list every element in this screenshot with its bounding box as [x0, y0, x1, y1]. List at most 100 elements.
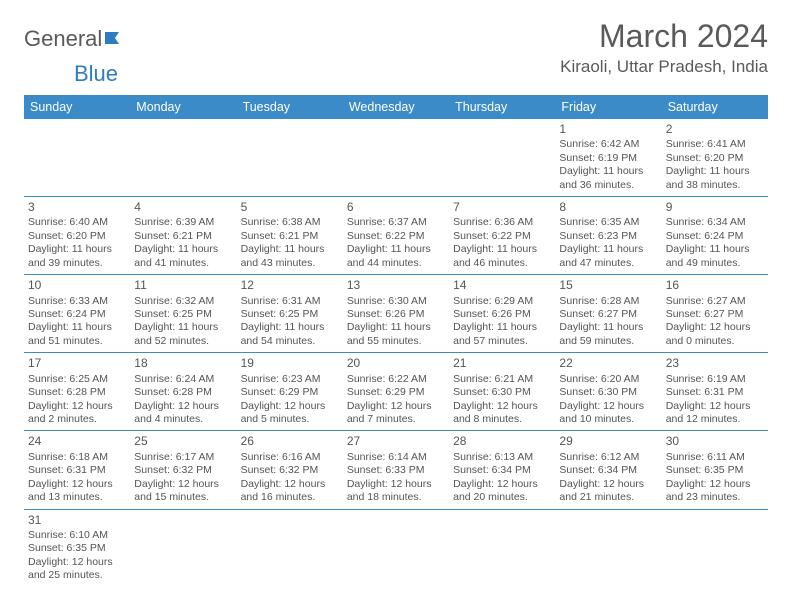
sunset-line: Sunset: 6:34 PM	[559, 464, 657, 477]
flag-icon	[105, 26, 127, 52]
calendar-cell: 10Sunrise: 6:33 AMSunset: 6:24 PMDayligh…	[24, 275, 130, 353]
sunrise-line: Sunrise: 6:31 AM	[241, 295, 339, 308]
daylight-line: Daylight: 12 hours and 18 minutes.	[347, 478, 445, 505]
sunset-line: Sunset: 6:26 PM	[453, 308, 551, 321]
sunrise-line: Sunrise: 6:24 AM	[134, 373, 232, 386]
calendar-cell: 4Sunrise: 6:39 AMSunset: 6:21 PMDaylight…	[130, 197, 236, 275]
dow-4: Thursday	[449, 95, 555, 119]
dow-3: Wednesday	[343, 95, 449, 119]
calendar-cell: 8Sunrise: 6:35 AMSunset: 6:23 PMDaylight…	[555, 197, 661, 275]
calendar-row: 24Sunrise: 6:18 AMSunset: 6:31 PMDayligh…	[24, 431, 768, 509]
calendar-cell: 20Sunrise: 6:22 AMSunset: 6:29 PMDayligh…	[343, 353, 449, 431]
daylight-line: Daylight: 11 hours and 39 minutes.	[28, 243, 126, 270]
sunrise-line: Sunrise: 6:40 AM	[28, 216, 126, 229]
sunset-line: Sunset: 6:19 PM	[559, 152, 657, 165]
sunset-line: Sunset: 6:24 PM	[666, 230, 764, 243]
sunset-line: Sunset: 6:28 PM	[134, 386, 232, 399]
daylight-line: Daylight: 12 hours and 12 minutes.	[666, 400, 764, 427]
day-number: 22	[559, 356, 657, 371]
sunset-line: Sunset: 6:30 PM	[559, 386, 657, 399]
sunrise-line: Sunrise: 6:38 AM	[241, 216, 339, 229]
sunset-line: Sunset: 6:28 PM	[28, 386, 126, 399]
day-number: 15	[559, 278, 657, 293]
calendar-cell	[237, 119, 343, 197]
calendar-cell: 9Sunrise: 6:34 AMSunset: 6:24 PMDaylight…	[662, 197, 768, 275]
day-number: 28	[453, 434, 551, 449]
sunset-line: Sunset: 6:23 PM	[559, 230, 657, 243]
sunset-line: Sunset: 6:22 PM	[347, 230, 445, 243]
logo: General	[24, 18, 127, 52]
calendar-cell: 1Sunrise: 6:42 AMSunset: 6:19 PMDaylight…	[555, 119, 661, 197]
calendar-cell	[449, 119, 555, 197]
day-number: 31	[28, 513, 126, 528]
daylight-line: Daylight: 12 hours and 25 minutes.	[28, 556, 126, 583]
sunrise-line: Sunrise: 6:39 AM	[134, 216, 232, 229]
calendar-cell: 3Sunrise: 6:40 AMSunset: 6:20 PMDaylight…	[24, 197, 130, 275]
day-number: 9	[666, 200, 764, 215]
sunrise-line: Sunrise: 6:23 AM	[241, 373, 339, 386]
calendar-cell: 29Sunrise: 6:12 AMSunset: 6:34 PMDayligh…	[555, 431, 661, 509]
calendar-cell: 21Sunrise: 6:21 AMSunset: 6:30 PMDayligh…	[449, 353, 555, 431]
dow-2: Tuesday	[237, 95, 343, 119]
day-number: 17	[28, 356, 126, 371]
day-number: 20	[347, 356, 445, 371]
location: Kiraoli, Uttar Pradesh, India	[560, 57, 768, 77]
calendar-cell: 25Sunrise: 6:17 AMSunset: 6:32 PMDayligh…	[130, 431, 236, 509]
daylight-line: Daylight: 11 hours and 38 minutes.	[666, 165, 764, 192]
dow-5: Friday	[555, 95, 661, 119]
calendar-cell: 24Sunrise: 6:18 AMSunset: 6:31 PMDayligh…	[24, 431, 130, 509]
sunrise-line: Sunrise: 6:25 AM	[28, 373, 126, 386]
day-number: 13	[347, 278, 445, 293]
sunrise-line: Sunrise: 6:12 AM	[559, 451, 657, 464]
calendar-row: 31Sunrise: 6:10 AMSunset: 6:35 PMDayligh…	[24, 509, 768, 587]
calendar-cell	[555, 509, 661, 587]
day-number: 27	[347, 434, 445, 449]
daylight-line: Daylight: 12 hours and 21 minutes.	[559, 478, 657, 505]
calendar-row: 3Sunrise: 6:40 AMSunset: 6:20 PMDaylight…	[24, 197, 768, 275]
sunset-line: Sunset: 6:31 PM	[28, 464, 126, 477]
calendar-cell: 22Sunrise: 6:20 AMSunset: 6:30 PMDayligh…	[555, 353, 661, 431]
sunrise-line: Sunrise: 6:41 AM	[666, 138, 764, 151]
sunset-line: Sunset: 6:33 PM	[347, 464, 445, 477]
calendar-cell: 18Sunrise: 6:24 AMSunset: 6:28 PMDayligh…	[130, 353, 236, 431]
sunset-line: Sunset: 6:29 PM	[241, 386, 339, 399]
dow-6: Saturday	[662, 95, 768, 119]
sunrise-line: Sunrise: 6:13 AM	[453, 451, 551, 464]
calendar-cell: 13Sunrise: 6:30 AMSunset: 6:26 PMDayligh…	[343, 275, 449, 353]
day-number: 19	[241, 356, 339, 371]
sunrise-line: Sunrise: 6:10 AM	[28, 529, 126, 542]
sunrise-line: Sunrise: 6:20 AM	[559, 373, 657, 386]
sunrise-line: Sunrise: 6:19 AM	[666, 373, 764, 386]
logo-text-2: Blue	[74, 61, 118, 86]
daylight-line: Daylight: 12 hours and 7 minutes.	[347, 400, 445, 427]
sunrise-line: Sunrise: 6:42 AM	[559, 138, 657, 151]
logo-text-1: General	[24, 26, 102, 52]
day-number: 21	[453, 356, 551, 371]
daylight-line: Daylight: 12 hours and 0 minutes.	[666, 321, 764, 348]
daylight-line: Daylight: 12 hours and 5 minutes.	[241, 400, 339, 427]
day-number: 24	[28, 434, 126, 449]
sunset-line: Sunset: 6:30 PM	[453, 386, 551, 399]
day-number: 8	[559, 200, 657, 215]
sunrise-line: Sunrise: 6:11 AM	[666, 451, 764, 464]
day-number: 7	[453, 200, 551, 215]
day-number: 14	[453, 278, 551, 293]
day-number: 3	[28, 200, 126, 215]
daylight-line: Daylight: 11 hours and 57 minutes.	[453, 321, 551, 348]
calendar-cell	[343, 509, 449, 587]
daylight-line: Daylight: 11 hours and 43 minutes.	[241, 243, 339, 270]
day-number: 23	[666, 356, 764, 371]
sunset-line: Sunset: 6:32 PM	[241, 464, 339, 477]
sunset-line: Sunset: 6:27 PM	[666, 308, 764, 321]
sunset-line: Sunset: 6:26 PM	[347, 308, 445, 321]
sunrise-line: Sunrise: 6:29 AM	[453, 295, 551, 308]
daylight-line: Daylight: 11 hours and 36 minutes.	[559, 165, 657, 192]
daylight-line: Daylight: 12 hours and 8 minutes.	[453, 400, 551, 427]
calendar-cell	[130, 509, 236, 587]
daylight-line: Daylight: 11 hours and 49 minutes.	[666, 243, 764, 270]
calendar-cell: 12Sunrise: 6:31 AMSunset: 6:25 PMDayligh…	[237, 275, 343, 353]
day-number: 12	[241, 278, 339, 293]
sunset-line: Sunset: 6:21 PM	[241, 230, 339, 243]
sunrise-line: Sunrise: 6:14 AM	[347, 451, 445, 464]
calendar-cell: 15Sunrise: 6:28 AMSunset: 6:27 PMDayligh…	[555, 275, 661, 353]
